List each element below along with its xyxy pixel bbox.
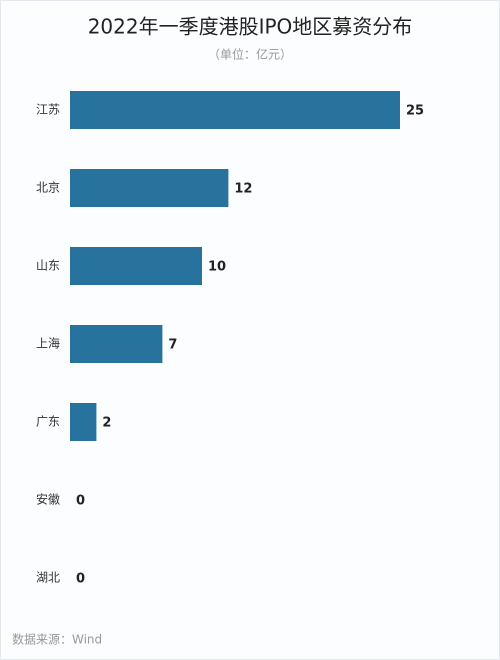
bar (70, 247, 202, 285)
category-label: 上海 (36, 336, 60, 351)
category-label: 湖北 (36, 570, 60, 585)
bar (70, 91, 400, 129)
value-label: 12 (234, 182, 252, 197)
chart-subtitle: （单位：亿元） (208, 47, 292, 62)
value-label: 2 (102, 416, 111, 431)
category-label: 安徽 (36, 492, 60, 507)
source-note: 数据来源：Wind (12, 632, 102, 647)
bar (70, 169, 229, 207)
value-label: 25 (406, 104, 424, 119)
bar (70, 403, 97, 441)
category-label: 北京 (36, 181, 60, 195)
category-label: 山东 (36, 259, 60, 273)
value-label: 0 (76, 572, 85, 587)
value-label: 10 (208, 260, 226, 275)
category-label: 广东 (36, 415, 60, 429)
bar (70, 325, 163, 363)
category-label: 江苏 (36, 103, 60, 117)
chart-title: 2022年一季度港股IPO地区募资分布 (88, 15, 413, 39)
value-label: 7 (168, 338, 177, 353)
value-label: 0 (76, 494, 85, 509)
